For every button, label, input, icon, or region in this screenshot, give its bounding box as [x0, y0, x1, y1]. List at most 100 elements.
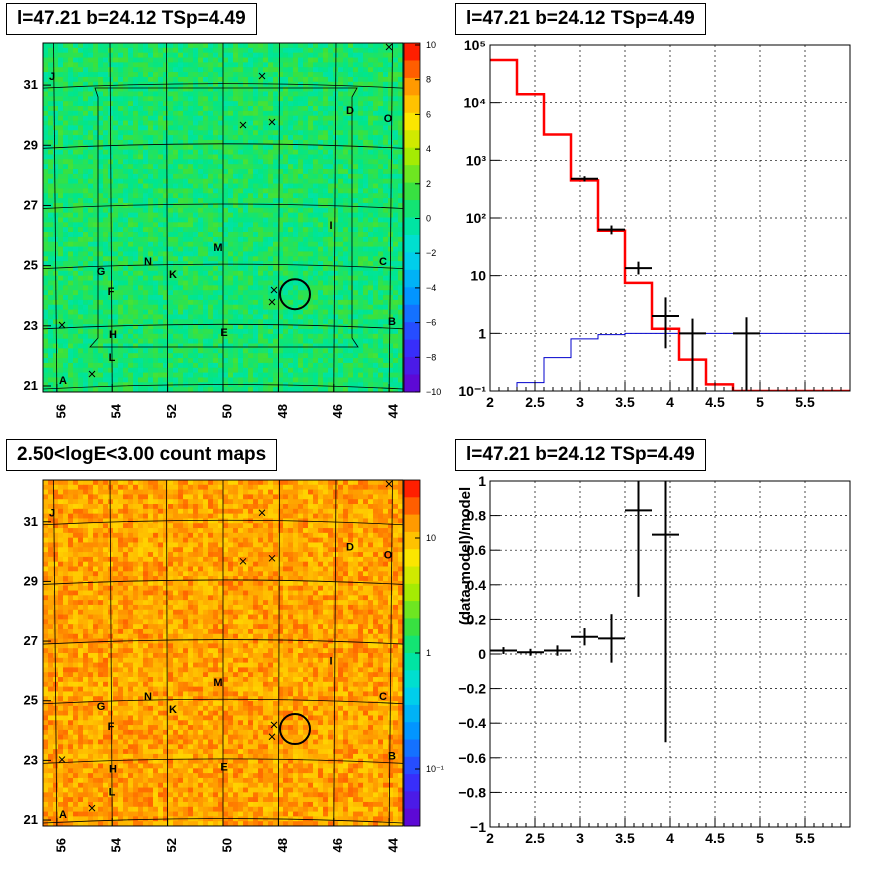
- y-tick-label: 21: [24, 812, 38, 827]
- spectrum-axes: 2 2.5 3 3.5 4 4.5 5 5.5 10⁻¹ 1 10 10² 10³ 10⁴ 10⁵: [458, 37, 851, 410]
- colorbar-band: [404, 130, 420, 149]
- y-tick-label: 0.2: [467, 611, 487, 627]
- colorbar-band: [404, 497, 420, 516]
- colorbar-band: [404, 147, 420, 166]
- data-point: [598, 225, 625, 235]
- source-cross: [58, 756, 66, 763]
- colorbar-band: [404, 77, 420, 96]
- colorbar-tick-label: 2: [426, 179, 431, 189]
- colorbar-band: [404, 287, 420, 306]
- source-cross: [88, 370, 96, 378]
- y-tick-label: 21: [24, 378, 38, 393]
- residual-point: [517, 648, 544, 656]
- source-label: M: [213, 677, 222, 689]
- colorbar-band: [404, 112, 420, 131]
- residual-point: [571, 628, 598, 646]
- colorbar-band: [404, 200, 420, 218]
- source-label: C: [379, 691, 387, 703]
- y-tick-label: 1: [478, 325, 486, 341]
- residual-point: [652, 481, 679, 743]
- colorbar-tick-label: 10⁻¹: [426, 764, 444, 774]
- meridian-line: [166, 43, 169, 392]
- map-top-grid: [43, 43, 403, 392]
- source-cross: [385, 43, 393, 51]
- source-cross: [268, 554, 276, 562]
- source-cross: [239, 121, 247, 129]
- y-tick-label: −0.4: [458, 715, 486, 731]
- data-point: [625, 261, 652, 275]
- map-bottom-panel: J D O I N M G K C F H E B L A 10 1 10⁻¹ 56 54 52 50 48 46 44 31…: [24, 479, 444, 852]
- meridian-line: [333, 43, 337, 392]
- parallel-line: [43, 143, 403, 149]
- parallel-line: [43, 579, 403, 585]
- source-label: C: [379, 256, 387, 268]
- residual-panel: 2 2.5 3 3.5 4 4.5 5 5.5 1 0.8 0.6 0.4 0.2 0 −0.2 −0.4 −0…: [457, 473, 851, 846]
- y-tick-label: 10²: [466, 210, 487, 226]
- source-label: A: [59, 375, 67, 387]
- source-label: J: [49, 71, 55, 83]
- parallel-line: [43, 263, 403, 270]
- colorbar-band: [404, 756, 420, 775]
- y-tick-label: 23: [24, 318, 38, 333]
- colorbar-band: [404, 739, 420, 758]
- residual-point: [598, 614, 625, 663]
- residual-axes: 2 2.5 3 3.5 4 4.5 5 5.5 1 0.8 0.6 0.4 0.2 0 −0.2 −0.4 −0…: [458, 473, 851, 846]
- source-label: E: [220, 762, 227, 774]
- y-tick-label: 10⁴: [464, 95, 487, 111]
- colorbar-band: [404, 618, 420, 637]
- source-label: J: [49, 508, 55, 520]
- source-cross: [385, 480, 393, 488]
- x-tick-label: 4.5: [705, 830, 725, 846]
- colorbar-band: [404, 635, 420, 654]
- colorbar-tick-label: −8: [426, 352, 436, 362]
- colorbar-band: [404, 357, 420, 376]
- colorbar-band: [404, 704, 420, 723]
- meridian-line: [53, 43, 58, 392]
- meridian-line: [333, 480, 337, 826]
- source-label: F: [108, 286, 115, 298]
- x-tick-label: 44: [386, 403, 401, 418]
- x-tick-label: 52: [164, 404, 179, 418]
- y-tick-label: −0.2: [458, 681, 486, 697]
- meridian-line: [109, 43, 113, 392]
- source-label: B: [388, 751, 396, 763]
- colorbar-band: [404, 791, 420, 810]
- y-tick-label: 0.6: [467, 542, 487, 558]
- map-bottom-pixels: [43, 480, 403, 826]
- x-tick-label: 44: [386, 837, 401, 852]
- source-label: L: [109, 786, 116, 798]
- colorbar-band: [404, 774, 420, 792]
- colorbar-band: [404, 252, 420, 271]
- source-label: D: [346, 105, 354, 117]
- colorbar-band: [404, 374, 420, 393]
- colorbar-tick-label: 0: [426, 214, 431, 224]
- x-tick-label: 46: [330, 404, 345, 418]
- map-bottom-title: 2.50<logE<3.00 count maps: [6, 439, 278, 471]
- residual-point: [490, 647, 517, 654]
- data-point: [571, 176, 598, 182]
- x-tick-label: 48: [275, 838, 290, 852]
- spectrum-title: l=47.21 b=24.12 TSp=4.49: [455, 3, 706, 35]
- colorbar-tick-label: 1: [426, 648, 431, 658]
- y-tick-label: 1: [478, 473, 486, 489]
- map-top-colorbar: 10 8 6 4 2 0 −2 −4 −6 −8 −10: [403, 40, 441, 397]
- x-tick-label: 3: [576, 830, 584, 846]
- source-label: H: [109, 329, 117, 341]
- residual-point: [625, 481, 652, 597]
- source-label: G: [97, 266, 106, 278]
- x-tick-label: 52: [164, 838, 179, 852]
- colorbar-tick-label: −10: [426, 387, 441, 397]
- x-tick-label: 2: [486, 394, 494, 410]
- source-label: N: [144, 691, 152, 703]
- x-tick-label: 50: [219, 404, 234, 418]
- parallel-line: [43, 639, 403, 645]
- y-tick-label: 0: [478, 646, 486, 662]
- source-cross: [88, 804, 96, 812]
- colorbar-tick-label: −6: [426, 318, 436, 328]
- x-tick-label: 4: [666, 830, 674, 846]
- colorbar-tick-label: −4: [426, 283, 436, 293]
- x-tick-label: 3.5: [615, 830, 635, 846]
- residual-point: [544, 645, 571, 656]
- source-cross: [58, 321, 66, 329]
- source-label: G: [97, 701, 106, 713]
